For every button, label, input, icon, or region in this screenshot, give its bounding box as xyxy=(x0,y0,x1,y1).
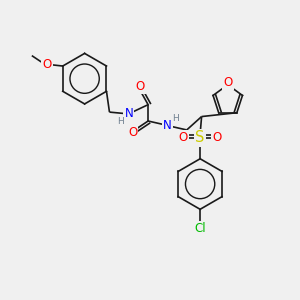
Text: O: O xyxy=(135,80,144,93)
Text: O: O xyxy=(43,58,52,71)
Text: O: O xyxy=(223,76,232,89)
Text: H: H xyxy=(117,117,124,126)
Text: N: N xyxy=(124,107,133,120)
Text: O: O xyxy=(178,131,188,145)
Text: O: O xyxy=(128,126,137,139)
Text: O: O xyxy=(212,131,222,145)
Text: Cl: Cl xyxy=(194,222,206,235)
Text: S: S xyxy=(195,130,205,146)
Text: H: H xyxy=(172,114,179,123)
Text: N: N xyxy=(163,119,172,132)
